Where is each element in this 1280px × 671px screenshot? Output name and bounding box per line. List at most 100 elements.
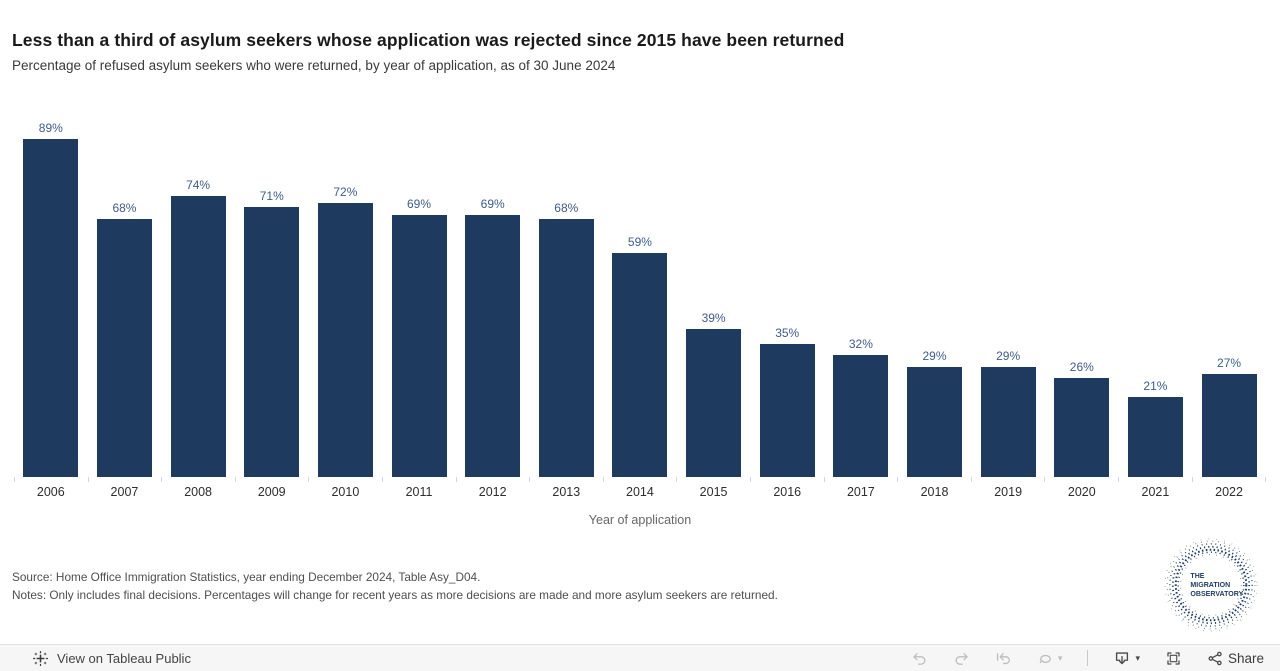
reset-icon [996, 652, 1010, 664]
x-axis-tick-label: 2006 [36, 485, 65, 499]
axis-tick [1045, 477, 1119, 482]
bar-column: 27% [1192, 115, 1266, 477]
bar-value-label: 59% [627, 234, 652, 249]
bar[interactable] [170, 195, 226, 477]
axis-tick [751, 477, 825, 482]
bar[interactable] [1054, 378, 1110, 477]
view-on-tableau-link[interactable]: View on Tableau Public [32, 650, 191, 667]
bar-column: 32% [824, 115, 898, 477]
bar-column: 68% [88, 115, 162, 477]
x-axis-ticks [14, 477, 1267, 482]
bar-column: 35% [750, 115, 824, 477]
fullscreen-button[interactable] [1165, 650, 1182, 667]
chart-header: Less than a third of asylum seekers whos… [12, 30, 1112, 73]
bar[interactable] [1127, 397, 1183, 477]
bar[interactable] [612, 252, 668, 477]
bar[interactable] [465, 214, 521, 477]
bar[interactable] [1201, 374, 1257, 477]
undo-button[interactable] [911, 650, 928, 667]
x-axis-tick-label: 2008 [184, 485, 212, 499]
x-axis-tick-label: 2009 [257, 485, 286, 499]
download-button[interactable]: ▾ [1113, 649, 1140, 667]
axis-tick [1193, 477, 1267, 482]
bar-value-label: 35% [775, 326, 800, 340]
x-axis-tick-label: 2021 [1141, 485, 1170, 499]
bar-value-label: 89% [38, 120, 63, 135]
page-title: Less than a third of asylum seekers whos… [12, 30, 845, 50]
undo-icon [913, 652, 926, 665]
share-label: Share [1227, 650, 1264, 666]
axis-tick [309, 477, 383, 482]
axis-tick [898, 477, 972, 482]
bar[interactable] [833, 355, 889, 477]
axis-tick [15, 477, 89, 482]
view-on-tableau-label: View on Tableau Public [57, 650, 191, 666]
axis-tick [383, 477, 457, 482]
refresh-button[interactable]: ▾ [1037, 650, 1063, 667]
bar-column: 29% [898, 115, 972, 477]
redo-button[interactable] [953, 650, 970, 667]
axis-tick [677, 477, 751, 482]
toolbar-actions: ▾ ▾ Share [911, 649, 1264, 667]
bar[interactable] [759, 344, 815, 477]
bar-value-label: 69% [480, 196, 505, 211]
bar-column: 21% [1119, 115, 1193, 477]
bar-column: 26% [1045, 115, 1119, 477]
bar[interactable] [317, 203, 373, 477]
logo-line-2: MIGRATION [1190, 582, 1230, 589]
redo-icon [955, 652, 968, 665]
axis-tick [1119, 477, 1193, 482]
share-button[interactable]: Share [1207, 650, 1264, 667]
bar[interactable] [686, 328, 742, 477]
x-axis-tick-label: 2012 [478, 485, 507, 499]
bar-value-label: 68% [112, 200, 137, 215]
bar-value-label: 39% [701, 310, 726, 325]
page-subtitle: Percentage of refused asylum seekers who… [12, 58, 616, 73]
bar[interactable] [980, 366, 1036, 477]
bar-value-label: 26% [1069, 360, 1094, 375]
refresh-icon [1039, 654, 1051, 663]
logo-line-1: THE [1190, 573, 1204, 580]
bar-value-label: 74% [186, 177, 211, 192]
axis-tick [972, 477, 1046, 482]
speckled-ring-icon: THE MIGRATION OBSERVATORY [1164, 538, 1258, 632]
x-axis-tick-label: 2015 [699, 485, 728, 499]
bar-value-label: 29% [996, 348, 1021, 363]
chevron-down-icon: ▾ [1135, 652, 1140, 663]
bar[interactable] [244, 207, 300, 477]
bar-column: 69% [456, 115, 530, 477]
bar-column: 89% [14, 115, 88, 477]
bar-chart: 89% 68% 74% 71% 72% 69% 69% 68% 59% 39% 35% 32% 29% 2… [14, 115, 1266, 477]
bar-column: 71% [235, 115, 309, 477]
bar-value-label: 29% [922, 348, 947, 363]
x-axis-tick-label: 2019 [994, 485, 1023, 499]
axis-tick [457, 477, 531, 482]
bar-column: 29% [971, 115, 1045, 477]
tableau-toolbar: View on Tableau Public [0, 644, 1280, 671]
bar-column: 69% [382, 115, 456, 477]
tableau-logo-icon [33, 650, 48, 666]
chevron-down-icon: ▾ [1057, 652, 1063, 663]
toolbar-divider [1087, 650, 1089, 666]
source-note: Source: Home Office Immigration Statisti… [12, 570, 481, 584]
x-axis-tick-label: 2013 [552, 485, 581, 499]
x-axis-tick-label: 2014 [626, 485, 654, 499]
bar-value-label: 72% [333, 185, 358, 200]
bar-column: 59% [603, 115, 677, 477]
axis-tick [236, 477, 310, 482]
fullscreen-icon [1167, 651, 1180, 665]
x-axis-tick-label: 2016 [773, 485, 802, 499]
x-axis-tick-label: 2010 [331, 485, 360, 499]
reset-button[interactable] [995, 650, 1012, 667]
bar-column: 72% [309, 115, 383, 477]
bar[interactable] [907, 366, 962, 477]
bar[interactable] [96, 218, 152, 477]
axis-tick [604, 477, 678, 482]
bar[interactable] [538, 218, 594, 477]
x-axis-tick-label: 2017 [846, 485, 875, 499]
bar[interactable] [391, 214, 447, 477]
x-axis-tick-label: 2018 [920, 485, 949, 499]
x-axis-title: Year of application [588, 513, 692, 527]
bar[interactable] [23, 138, 79, 477]
